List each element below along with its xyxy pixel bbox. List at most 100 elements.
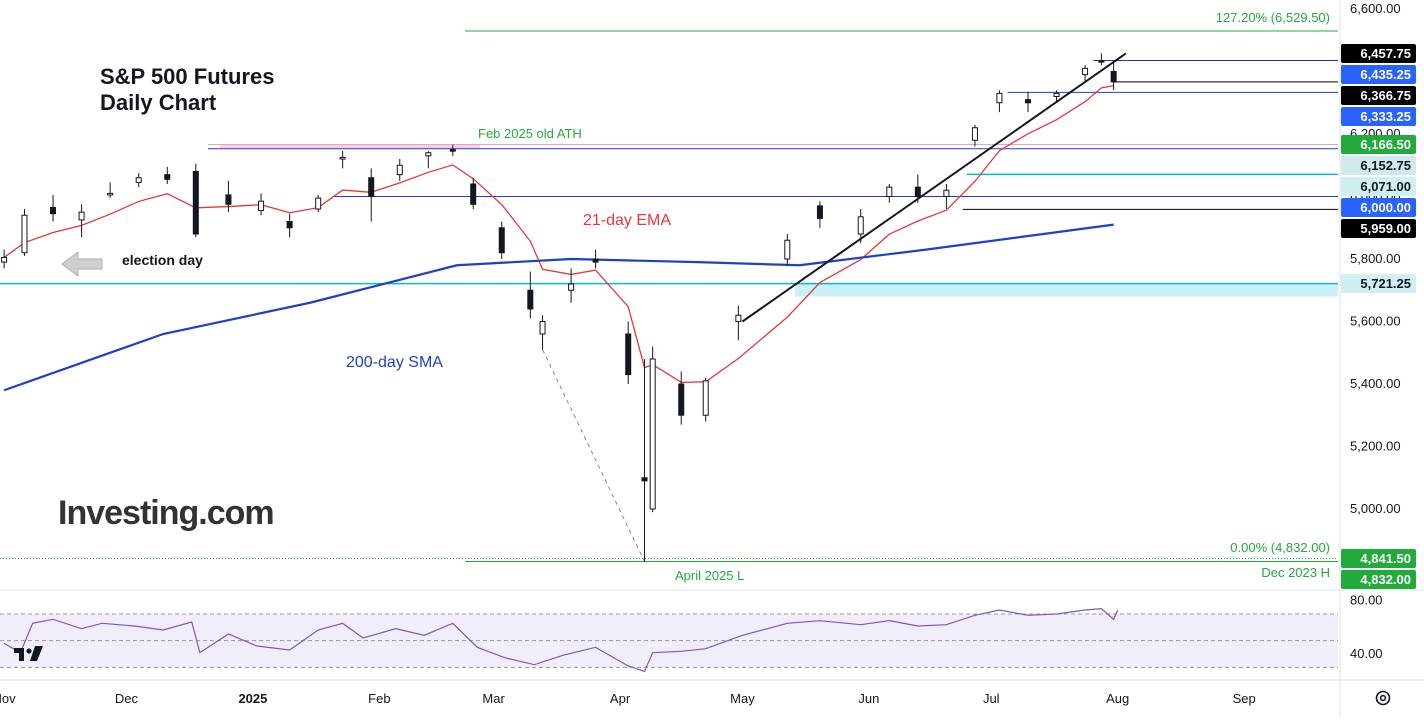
candle-body [1110,71,1117,83]
candles-layer [1,53,1117,562]
x-tick-label: Aug [1106,691,1129,706]
price-badge-label: 6,366.75 [1360,88,1411,103]
candle-body [816,205,823,219]
x-axis-layer: Nov Dec 2025 Feb Mar Apr May Jun Jul Aug Sep [0,691,1256,706]
moving-averages-layer [3,85,1114,392]
dec-high-label: Dec 2023 H [1261,565,1330,580]
candle-body [886,186,893,197]
candle-body [568,283,575,291]
watermark-logo: Investing.com [58,494,274,532]
price-badge [1341,549,1416,569]
x-tick-label: Dec [115,691,139,706]
price-badge-label: 6,435.25 [1360,67,1411,82]
x-tick-label: Mar [482,691,505,706]
candle-body [1,256,8,263]
candle-body [470,183,477,205]
y-tick-label: 5,600.00 [1350,314,1401,329]
y-tick-label: 6,600.00 [1350,1,1401,16]
candle-body [258,200,265,212]
ath-zone-band [220,144,480,149]
candle-body [702,380,709,416]
candle-body [192,171,199,235]
price-badge-label: 4,832.00 [1360,572,1411,587]
price-badge [1341,197,1416,217]
price-badges-layer: 6,457.75 6,435.25 6,366.75 6,333.25 6,166.50… [1341,43,1416,590]
x-tick-label: Feb [368,691,390,706]
fib-127-label: 127.20% (6,529.50) [1216,10,1330,25]
candle-body [735,314,742,322]
x-tick-label: Jul [983,691,1000,706]
price-badge-label: 6,000.00 [1360,200,1411,215]
chart-subtitle: Daily Chart [100,90,217,115]
sma-label: 200-day SMA [346,354,443,371]
x-tick-label: Nov [0,691,16,706]
candle-body [857,216,864,235]
candle-body [1082,67,1089,76]
levels-layer [0,30,1338,562]
x-tick-label: 2025 [238,691,267,706]
y-tick-label: 5,200.00 [1350,439,1401,454]
candle-body [498,227,505,254]
candle-body [1024,99,1031,104]
sma-200-line [3,223,1114,392]
candle-body [78,211,85,221]
candle-body [625,333,632,376]
price-badge-label: 6,333.25 [1360,109,1411,124]
price-badge-label: 5,721.25 [1360,276,1411,291]
candle-body [286,221,293,229]
price-badge-label: 6,166.50 [1360,137,1411,152]
price-badge-label: 6,071.00 [1360,179,1411,194]
election-day-arrow-icon [61,251,103,277]
rsi-layer: 80.00 40.00 [0,593,1383,673]
chart-settings-gear-icon[interactable] [1375,690,1391,706]
candle-body [164,174,171,180]
x-tick-label: Jun [858,691,879,706]
candle-body [339,156,346,160]
candle-body [50,206,57,215]
bands-layer [220,144,1338,297]
price-badge [1341,155,1416,175]
candle-body [784,239,791,260]
price-badge [1341,176,1416,196]
candle-body [225,194,232,205]
candle-body [641,477,648,482]
candle-body [1053,92,1060,97]
candle-body [971,127,978,141]
support-zone-band [795,283,1338,297]
chart-title: S&P 500 Futures [100,64,274,89]
x-tick-label: Apr [610,691,631,706]
price-badge-label: 6,152.75 [1360,158,1411,173]
candle-body [943,189,950,197]
candle-body [107,192,114,196]
ema-21-line [3,85,1114,384]
rsi-tick-label: 80.00 [1350,593,1383,608]
old-ath-label: Feb 2025 old ATH [478,126,582,141]
candle-body [368,177,375,197]
y-tick-label: 5,800.00 [1350,251,1401,266]
price-badge [1341,106,1416,126]
candle-body [425,152,432,157]
ema-label: 21-day EMA [583,212,671,229]
x-tick-label: Sep [1233,691,1256,706]
candle-body [135,177,142,183]
y-tick-label: 5,000.00 [1350,501,1401,516]
price-badge-label: 4,841.50 [1360,551,1411,566]
fib-0-label: 0.00% (4,832.00) [1230,540,1330,555]
candle-body [539,321,546,335]
price-badge [1341,570,1416,590]
price-badge [1341,274,1416,294]
candle-body [396,164,403,176]
uptrend-line [741,52,1127,323]
candle-body [996,92,1003,104]
candle-body [527,289,534,310]
candle-body [315,197,322,210]
price-badge-label: 6,457.75 [1360,46,1411,61]
candle-body [914,186,921,197]
candle-body [592,258,599,263]
candle-body [449,149,456,152]
y-tick-label: 5,400.00 [1350,376,1401,391]
rsi-tick-label: 40.00 [1350,646,1383,661]
x-tick-label: May [730,691,755,706]
